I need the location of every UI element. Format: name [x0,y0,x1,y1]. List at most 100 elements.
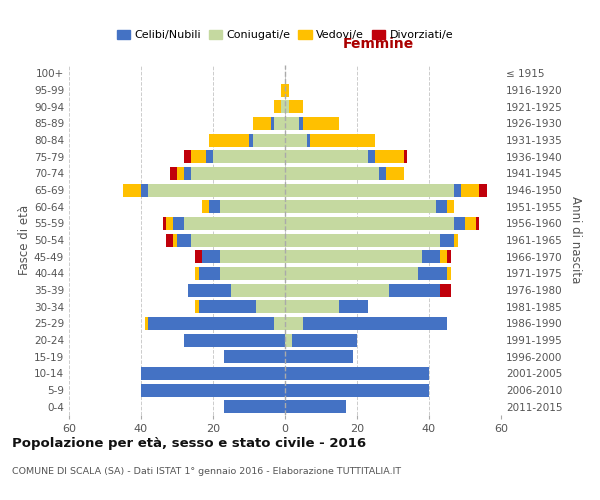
Bar [454,184,461,196]
Bar [454,217,465,230]
Bar [253,117,271,130]
Bar [123,184,141,196]
Bar [281,100,285,113]
Text: Femmine: Femmine [342,37,413,51]
Bar [285,400,346,413]
Bar [184,167,191,180]
Bar [202,200,209,213]
Bar [177,167,184,180]
Bar [285,84,289,96]
Bar [177,234,191,246]
Bar [173,217,184,230]
Bar [224,350,285,363]
Bar [285,267,418,280]
Y-axis label: Fasce di età: Fasce di età [18,205,31,275]
Bar [285,300,339,313]
Bar [285,200,436,213]
Bar [206,150,213,163]
Bar [184,334,285,346]
Bar [256,300,285,313]
Bar [202,250,220,263]
Bar [368,150,375,163]
Bar [188,284,231,296]
Bar [224,400,285,413]
Bar [285,250,422,263]
Bar [274,317,285,330]
Bar [163,217,166,230]
Bar [145,317,148,330]
Bar [440,284,451,296]
Bar [436,200,447,213]
Bar [404,150,407,163]
Bar [303,317,447,330]
Bar [285,134,307,146]
Bar [307,134,310,146]
Bar [285,150,368,163]
Bar [199,300,256,313]
Bar [148,184,285,196]
Bar [440,234,454,246]
Bar [195,267,199,280]
Bar [285,317,303,330]
Bar [440,250,447,263]
Bar [454,234,458,246]
Bar [476,217,479,230]
Bar [220,200,285,213]
Bar [285,334,292,346]
Bar [285,350,353,363]
Bar [299,117,303,130]
Bar [220,267,285,280]
Bar [141,384,285,396]
Bar [253,134,285,146]
Bar [141,184,148,196]
Bar [285,117,299,130]
Bar [375,150,404,163]
Bar [274,100,281,113]
Bar [422,250,440,263]
Bar [447,267,451,280]
Bar [310,134,375,146]
Bar [303,117,339,130]
Bar [195,300,199,313]
Bar [166,217,173,230]
Bar [447,200,454,213]
Bar [191,234,285,246]
Bar [479,184,487,196]
Bar [465,217,476,230]
Bar [184,217,285,230]
Bar [281,84,285,96]
Bar [339,300,368,313]
Bar [285,234,440,246]
Bar [191,167,285,180]
Bar [274,117,285,130]
Bar [141,367,285,380]
Bar [173,234,177,246]
Text: Popolazione per età, sesso e stato civile - 2016: Popolazione per età, sesso e stato civil… [12,438,366,450]
Bar [285,217,454,230]
Bar [191,150,206,163]
Bar [418,267,447,280]
Bar [220,250,285,263]
Bar [285,284,389,296]
Bar [148,317,274,330]
Legend: Celibi/Nubili, Coniugati/e, Vedovi/e, Divorziati/e: Celibi/Nubili, Coniugati/e, Vedovi/e, Di… [112,25,458,44]
Bar [285,167,379,180]
Bar [389,284,440,296]
Bar [195,250,202,263]
Bar [447,250,451,263]
Bar [209,200,220,213]
Bar [289,100,303,113]
Text: COMUNE DI SCALA (SA) - Dati ISTAT 1° gennaio 2016 - Elaborazione TUTTITALIA.IT: COMUNE DI SCALA (SA) - Dati ISTAT 1° gen… [12,468,401,476]
Bar [271,117,274,130]
Bar [249,134,253,146]
Bar [386,167,404,180]
Bar [170,167,177,180]
Bar [213,150,285,163]
Bar [184,150,191,163]
Bar [285,367,429,380]
Bar [292,334,357,346]
Bar [209,134,249,146]
Bar [231,284,285,296]
Bar [285,100,289,113]
Y-axis label: Anni di nascita: Anni di nascita [569,196,582,284]
